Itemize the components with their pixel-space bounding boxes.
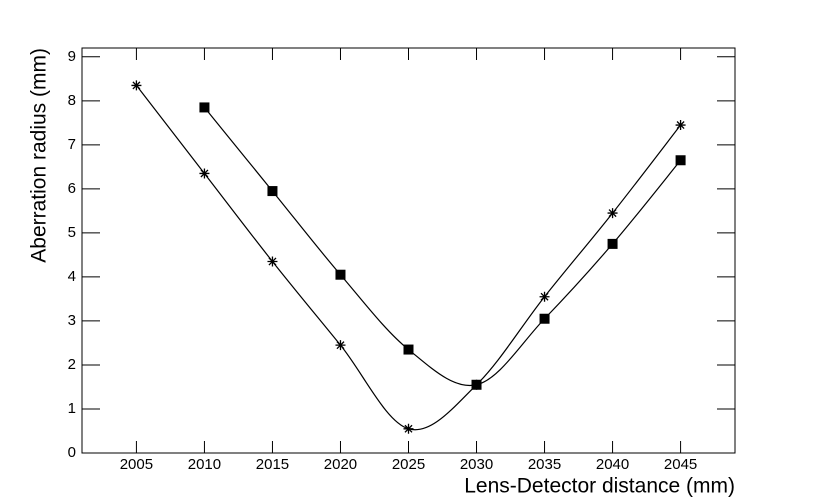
star-marker: [607, 208, 618, 219]
star-marker: [675, 120, 686, 131]
y-tick-label: 6: [68, 180, 76, 197]
square-marker: [403, 344, 414, 355]
x-tick-label: 2005: [120, 456, 153, 473]
x-tick-label: 2040: [596, 456, 629, 473]
y-tick-label: 8: [68, 92, 76, 109]
star-marker: [539, 291, 550, 302]
x-tick-label: 2045: [664, 456, 697, 473]
star-marker: [267, 256, 278, 267]
x-tick-label: 2015: [256, 456, 289, 473]
y-tick-label: 7: [68, 136, 76, 153]
y-axis-label: Aberration radius (mm): [28, 48, 51, 263]
y-tick-label: 4: [68, 268, 76, 285]
square-marker: [675, 155, 686, 166]
square-marker: [199, 102, 210, 113]
y-tick-label: 2: [68, 356, 76, 373]
star-marker: [335, 340, 346, 351]
x-tick-label: 2020: [324, 456, 357, 473]
y-tick-label: 5: [68, 224, 76, 241]
star-marker: [403, 423, 414, 434]
series-line: [203, 107, 682, 387]
x-tick-label: 2030: [460, 456, 493, 473]
star-marker: [199, 168, 210, 179]
plot-frame: [81, 47, 736, 454]
square-marker: [471, 379, 482, 390]
series-line: [135, 85, 682, 431]
square-marker: [539, 313, 550, 324]
x-tick-label: 2025: [392, 456, 425, 473]
square-marker: [335, 269, 346, 280]
y-tick-label: 9: [68, 48, 76, 65]
square-marker: [267, 186, 278, 197]
y-tick-label: 1: [68, 400, 76, 417]
x-axis-label: Lens-Detector distance (mm): [464, 475, 735, 498]
y-tick-label: 3: [68, 312, 76, 329]
y-tick-label: 0: [68, 444, 76, 461]
x-tick-label: 2010: [188, 456, 221, 473]
x-tick-label: 2035: [528, 456, 561, 473]
star-marker: [131, 80, 142, 91]
square-marker: [607, 238, 618, 249]
